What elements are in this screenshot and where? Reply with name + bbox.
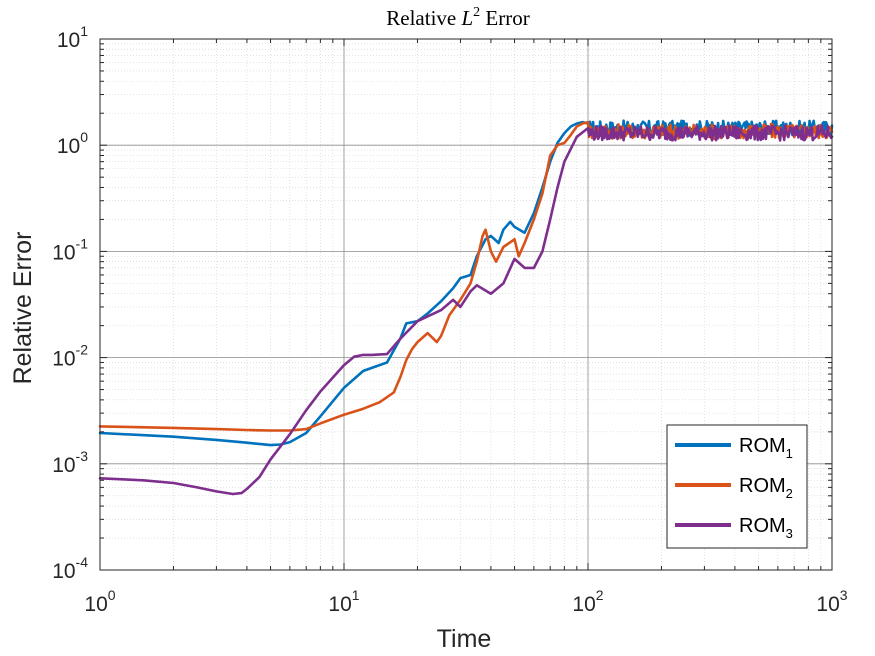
x-tick-label: 101 — [328, 587, 359, 616]
series-layer — [98, 119, 834, 496]
plot-frame — [99, 38, 833, 571]
y-tick-label: 10-2 — [52, 342, 88, 371]
legend-label-rom2: ROM2 — [739, 475, 793, 501]
y-tick-label: 100 — [57, 129, 88, 158]
x-tick-label: 102 — [572, 587, 603, 616]
series-line-rom3 — [98, 124, 834, 496]
y-tick-label: 10-3 — [52, 448, 88, 477]
x-tick-labels: 100 101 102 103 — [84, 587, 847, 616]
y-tick-labels: 10-4 10-3 10-2 10-1 100 101 — [52, 23, 88, 583]
x-tick-label: 103 — [816, 587, 847, 616]
legend-label-rom1: ROM1 — [739, 435, 793, 461]
legend: ROM1 ROM2 ROM3 — [666, 424, 808, 549]
y-tick-label: 10-1 — [52, 235, 88, 264]
tick-marks — [99, 38, 833, 571]
y-axis-label: Relative Error — [9, 232, 37, 385]
x-tick-label: 100 — [84, 587, 115, 616]
legend-label-rom3: ROM3 — [739, 515, 793, 541]
x-axis-label: Time — [437, 625, 492, 653]
y-tick-label: 10-4 — [52, 554, 88, 583]
chart-title: Relative L2 Error — [386, 5, 529, 30]
y-tick-label: 101 — [57, 23, 88, 52]
